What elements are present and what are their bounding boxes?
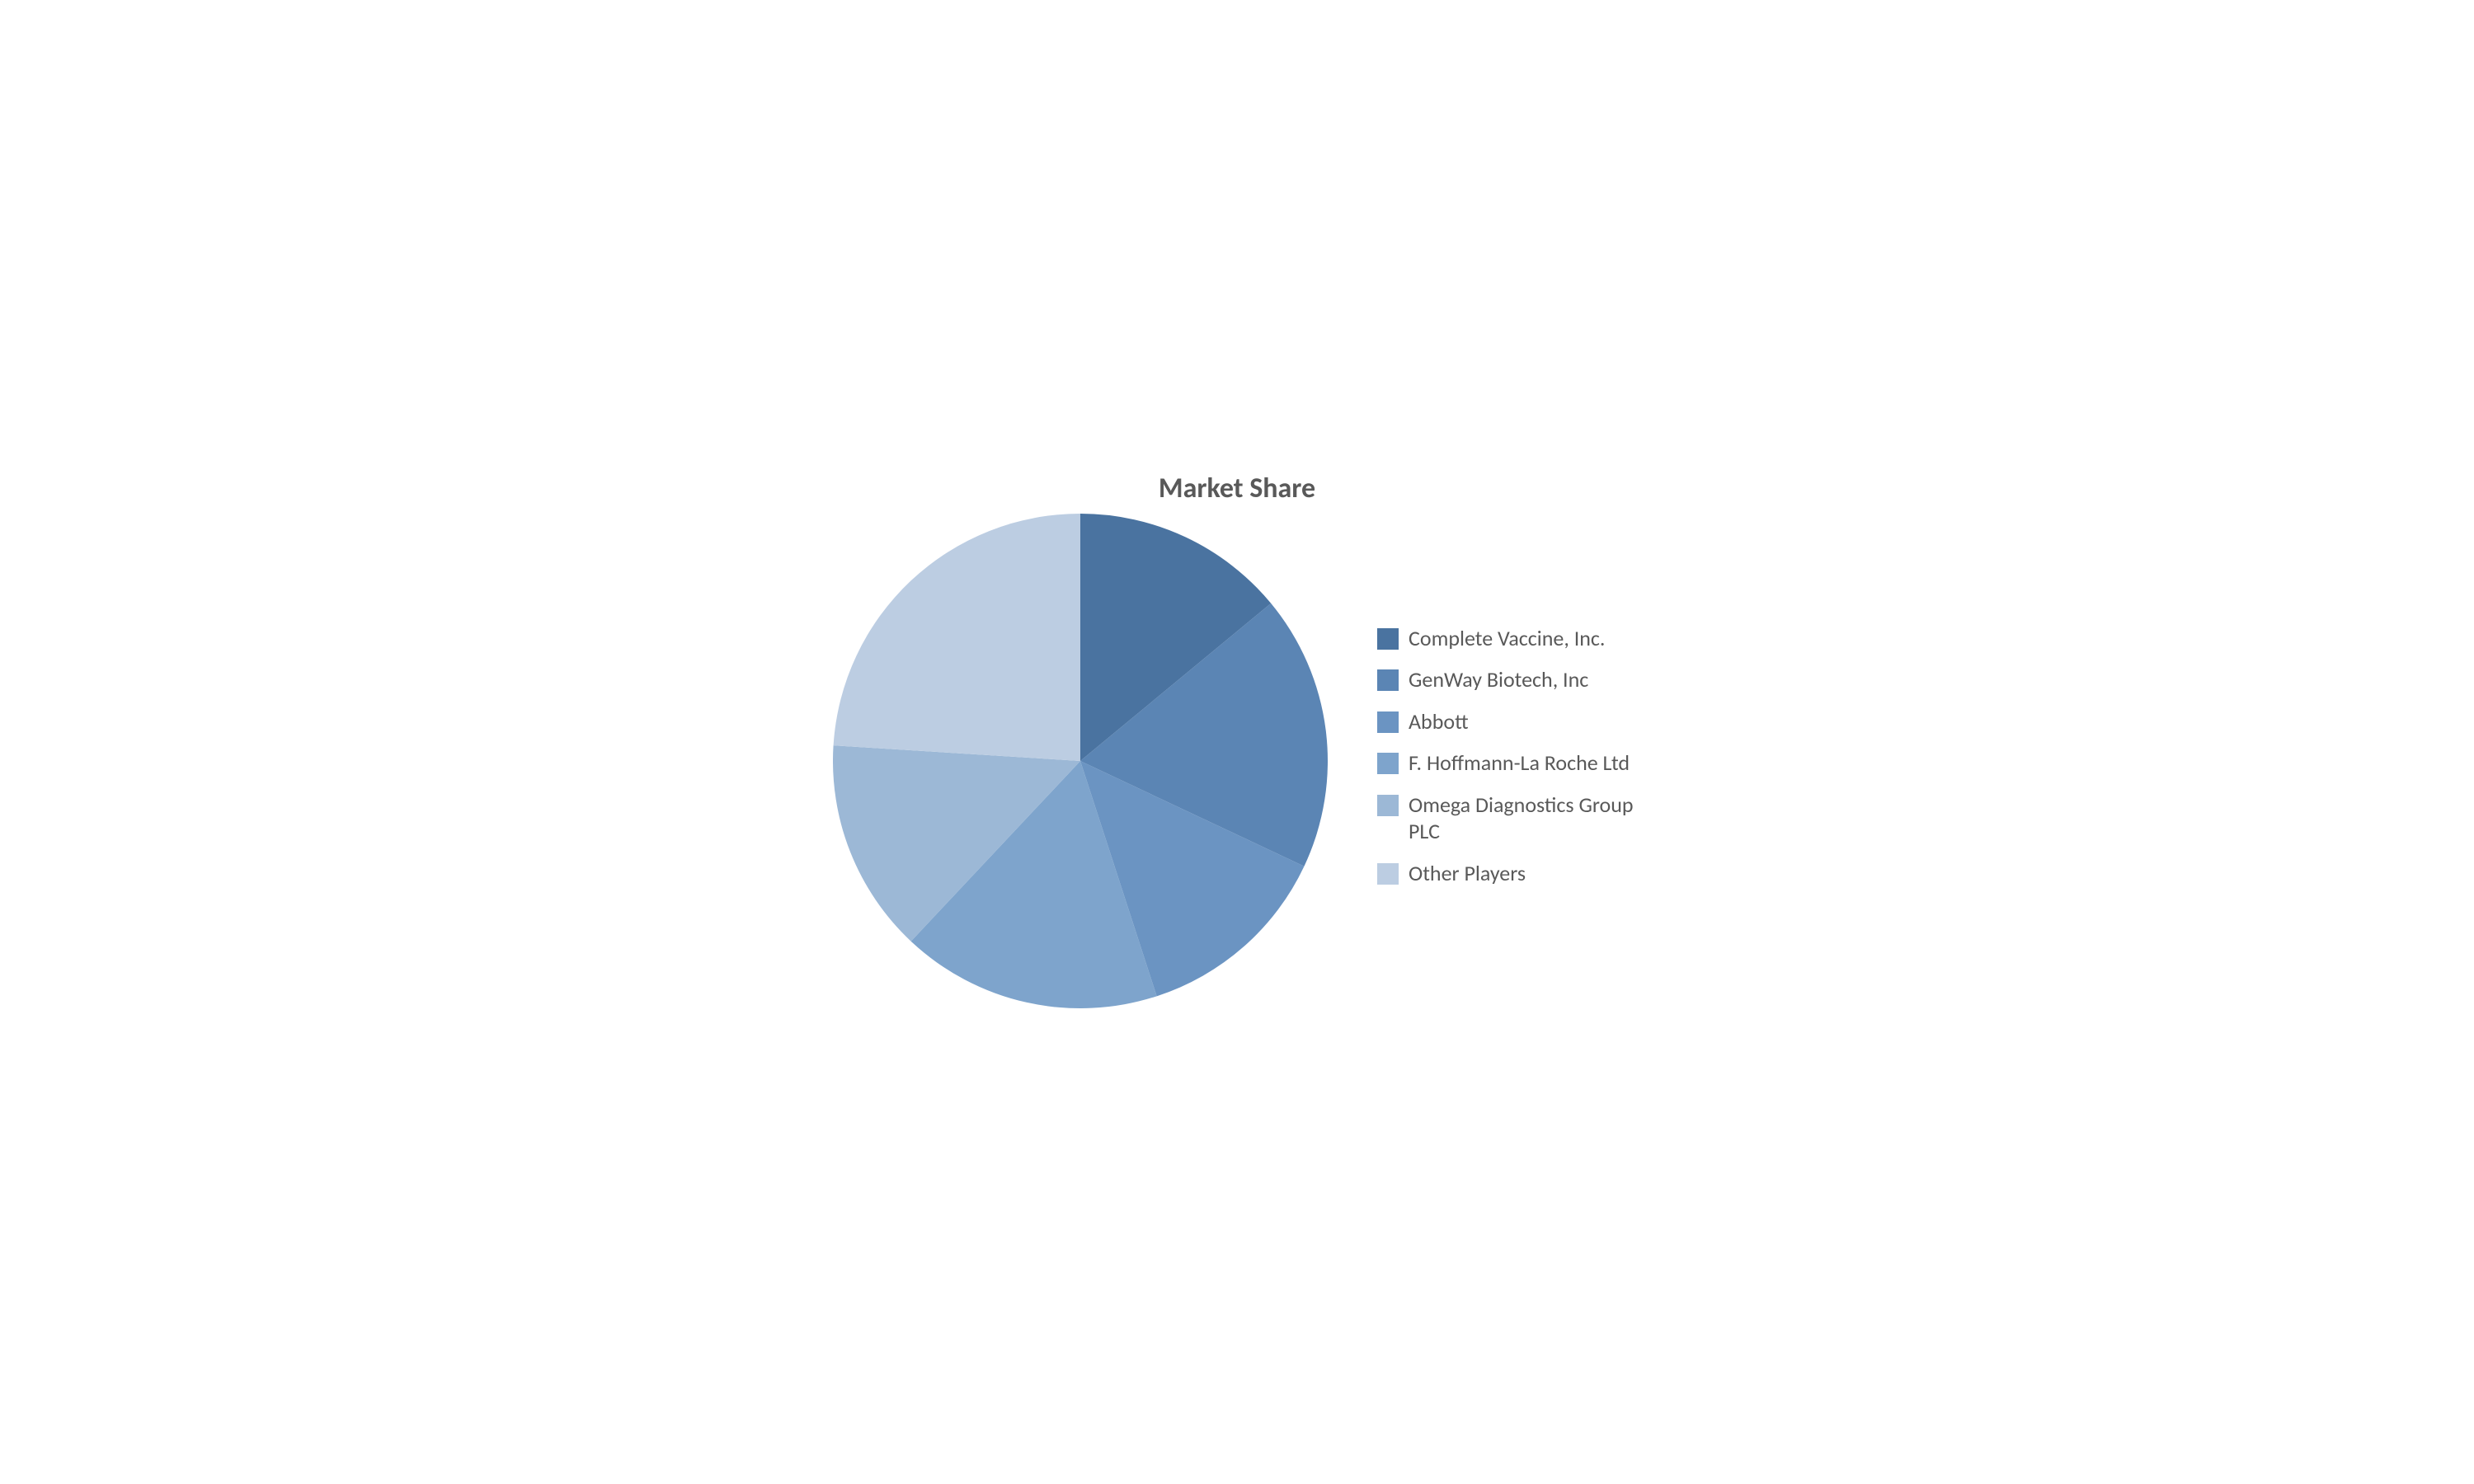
legend: Complete Vaccine, Inc. GenWay Biotech, In…: [1377, 625, 1641, 902]
legend-item: Abbott: [1377, 708, 1641, 735]
market-share-chart: Market Share Complete Vaccine, Inc. GenWa…: [833, 472, 1641, 1012]
legend-swatch: [1377, 753, 1399, 774]
legend-item: GenWay Biotech, Inc: [1377, 666, 1641, 693]
legend-swatch: [1377, 669, 1399, 691]
legend-swatch: [1377, 863, 1399, 885]
legend-swatch: [1377, 711, 1399, 733]
legend-label: Abbott: [1409, 708, 1469, 735]
pie-chart: [833, 514, 1328, 1012]
legend-label: Other Players: [1409, 860, 1526, 887]
legend-label: Omega Diagnostics Group PLC: [1409, 791, 1641, 845]
legend-swatch: [1377, 795, 1399, 816]
legend-label: Complete Vaccine, Inc.: [1409, 625, 1605, 652]
legend-item: Other Players: [1377, 860, 1641, 887]
pie-slice: [834, 514, 1080, 761]
legend-item: Omega Diagnostics Group PLC: [1377, 791, 1641, 845]
pie-svg: [833, 514, 1328, 1008]
chart-title: Market Share: [1159, 472, 1315, 505]
legend-item: Complete Vaccine, Inc.: [1377, 625, 1641, 652]
legend-label: F. Hoffmann-La Roche Ltd: [1409, 749, 1630, 777]
legend-item: F. Hoffmann-La Roche Ltd: [1377, 749, 1641, 777]
legend-label: GenWay Biotech, Inc: [1409, 666, 1588, 693]
chart-body: Complete Vaccine, Inc. GenWay Biotech, In…: [833, 514, 1641, 1012]
legend-swatch: [1377, 628, 1399, 650]
